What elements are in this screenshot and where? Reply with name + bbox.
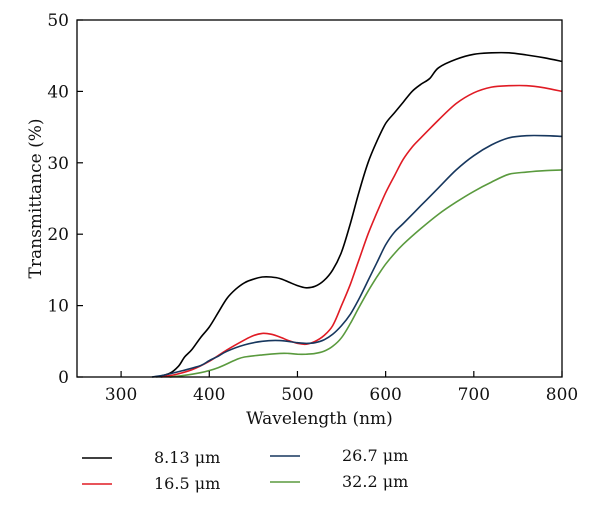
- x-axis-label: Wavelength (nm): [246, 409, 393, 429]
- y-tick-label-10: 10: [47, 297, 69, 317]
- axes-layer: 300 400 500 600 700 800 0 10 20 30 40 50: [47, 11, 578, 405]
- plot-frame: [76, 19, 563, 378]
- legend-label-4: 32.2 μm: [342, 472, 408, 491]
- x-tick-label-400: 400: [193, 385, 225, 405]
- legend-label-2: 16.5 μm: [154, 474, 220, 493]
- legend: 8.13 μm 16.5 μm 26.7 μm 32.2 μm: [82, 446, 408, 493]
- y-axis-label: Transmittance (%): [26, 119, 46, 279]
- series-line-3: [151, 134, 563, 378]
- series-line-2: [160, 84, 563, 378]
- x-tick-label-500: 500: [281, 385, 313, 405]
- series-line-4: [169, 169, 563, 378]
- series-line-1: [156, 51, 563, 378]
- y-tick-label-30: 30: [47, 154, 69, 174]
- x-tick-label-300: 300: [105, 385, 137, 405]
- x-tick-label-800: 800: [546, 385, 578, 405]
- y-tick-label-40: 40: [47, 82, 69, 102]
- series-layer: [151, 51, 563, 378]
- y-tick-label-0: 0: [58, 368, 69, 388]
- legend-label-3: 26.7 μm: [342, 446, 408, 465]
- y-tick-label-20: 20: [47, 225, 69, 245]
- legend-label-1: 8.13 μm: [154, 448, 220, 467]
- x-tick-label-600: 600: [369, 385, 401, 405]
- x-tick-label-700: 700: [458, 385, 490, 405]
- y-tick-label-50: 50: [47, 11, 69, 31]
